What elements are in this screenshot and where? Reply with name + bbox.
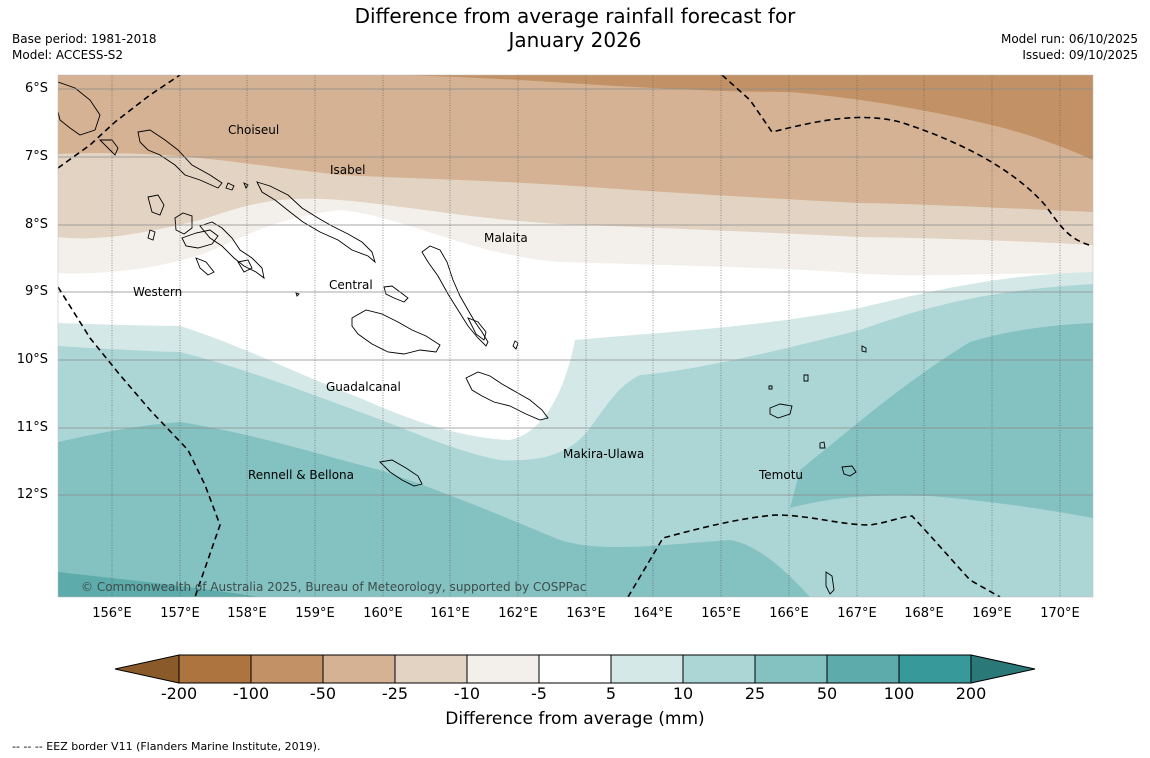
cb-tick-6: -5 bbox=[531, 684, 547, 703]
cb-tick-8: 10 bbox=[672, 684, 694, 703]
band-dry-50-100 bbox=[58, 75, 1093, 160]
band-wet-50-100 bbox=[58, 572, 260, 597]
lat-label-8s: 8°S bbox=[24, 217, 48, 232]
cb-tick-5: -10 bbox=[453, 684, 481, 703]
title-line-2: January 2026 bbox=[508, 28, 642, 52]
region-western: Western bbox=[133, 285, 183, 299]
colorbar bbox=[114, 654, 1036, 684]
model-name: Model: ACCESS-S2 bbox=[12, 48, 124, 62]
lon-label-166e: 166°E bbox=[769, 606, 809, 621]
cb-swatch-6 bbox=[538, 654, 612, 684]
base-period: Base period: 1981-2018 bbox=[12, 32, 157, 46]
grid-lines bbox=[111, 75, 1061, 597]
map-title: Difference from average rainfall forecas… bbox=[0, 4, 1150, 52]
issued-date: Issued: 09/10/2025 bbox=[1022, 48, 1138, 62]
colorbar-over bbox=[970, 654, 1036, 684]
cb-swatch-11 bbox=[898, 654, 972, 684]
cb-swatch-5 bbox=[466, 654, 540, 684]
lon-label-168e: 168°E bbox=[904, 606, 944, 621]
region-rennell-bellona: Rennell & Bellona bbox=[248, 468, 355, 482]
band-dry-25-50 bbox=[58, 75, 1093, 212]
region-guadalcanal: Guadalcanal bbox=[326, 380, 401, 394]
colorbar-title: Difference from average (mm) bbox=[445, 709, 705, 729]
lon-label-170e: 170°E bbox=[1040, 606, 1080, 621]
cb-tick-2: -100 bbox=[232, 684, 270, 703]
lat-label-11s: 11°S bbox=[16, 420, 48, 435]
lon-label-160e: 160°E bbox=[363, 606, 403, 621]
region-isabel: Isabel bbox=[330, 163, 366, 177]
region-central: Central bbox=[329, 278, 373, 292]
lat-label-9s: 9°S bbox=[24, 284, 48, 299]
lon-label-163e: 163°E bbox=[566, 606, 606, 621]
model-run: Model run: 06/10/2025 bbox=[1000, 32, 1138, 46]
cb-tick-12: 200 bbox=[955, 684, 987, 703]
cb-tick-11: 100 bbox=[883, 684, 915, 703]
title-line-1: Difference from average rainfall forecas… bbox=[354, 4, 796, 28]
meta-left: Base period: 1981-2018 Model: ACCESS-S2 bbox=[12, 31, 157, 63]
cb-tick-1: -200 bbox=[160, 684, 198, 703]
lat-label-12s: 12°S bbox=[16, 487, 48, 502]
map-frame bbox=[57, 74, 1094, 598]
island-outlines bbox=[58, 81, 867, 595]
lat-label-10s: 10°S bbox=[16, 352, 48, 367]
cb-swatch-7 bbox=[610, 654, 684, 684]
lon-label-164e: 164°E bbox=[633, 606, 673, 621]
eez-footnote: -- -- -- EEZ border V11 (Flanders Marine… bbox=[12, 740, 321, 753]
cb-swatch-1 bbox=[178, 654, 252, 684]
copyright-notice: © Commonwealth of Australia 2025, Bureau… bbox=[81, 580, 587, 594]
band-wet-25-50 bbox=[58, 422, 810, 597]
lat-label-7s: 7°S bbox=[24, 149, 48, 164]
region-choiseul: Choiseul bbox=[228, 123, 280, 137]
cb-tick-3: -50 bbox=[309, 684, 337, 703]
lon-label-167e: 167°E bbox=[837, 606, 877, 621]
lat-label-6s: 6°S bbox=[24, 81, 48, 96]
band-wet-25-50-east bbox=[790, 323, 1093, 518]
region-temotu: Temotu bbox=[759, 468, 804, 482]
cb-swatch-10 bbox=[826, 654, 900, 684]
cb-swatch-2 bbox=[250, 654, 324, 684]
cb-swatch-8 bbox=[682, 654, 756, 684]
cb-tick-9: 25 bbox=[744, 684, 766, 703]
lon-label-157e: 157°E bbox=[160, 606, 200, 621]
cb-swatch-4 bbox=[394, 654, 468, 684]
meta-right: Model run: 06/10/2025 Issued: 09/10/2025 bbox=[1001, 31, 1138, 63]
cb-tick-4: -25 bbox=[381, 684, 409, 703]
region-malaita: Malaita bbox=[484, 231, 528, 245]
lon-label-169e: 169°E bbox=[972, 606, 1012, 621]
cb-swatch-9 bbox=[754, 654, 828, 684]
region-makira-ulawa: Makira-Ulawa bbox=[563, 447, 645, 461]
cb-tick-10: 50 bbox=[816, 684, 838, 703]
cb-tick-7: 5 bbox=[605, 684, 617, 703]
cb-swatch-3 bbox=[322, 654, 396, 684]
map-canvas bbox=[58, 75, 1093, 597]
lat-lines bbox=[58, 88, 1093, 496]
lon-label-165e: 165°E bbox=[701, 606, 741, 621]
eez-border bbox=[58, 75, 1093, 597]
colorbar-under bbox=[114, 654, 180, 684]
lon-label-162e: 162°E bbox=[498, 606, 538, 621]
lon-label-161e: 161°E bbox=[430, 606, 470, 621]
lon-label-159e: 159°E bbox=[295, 606, 335, 621]
lon-label-158e: 158°E bbox=[227, 606, 267, 621]
lon-label-156e: 156°E bbox=[92, 606, 132, 621]
